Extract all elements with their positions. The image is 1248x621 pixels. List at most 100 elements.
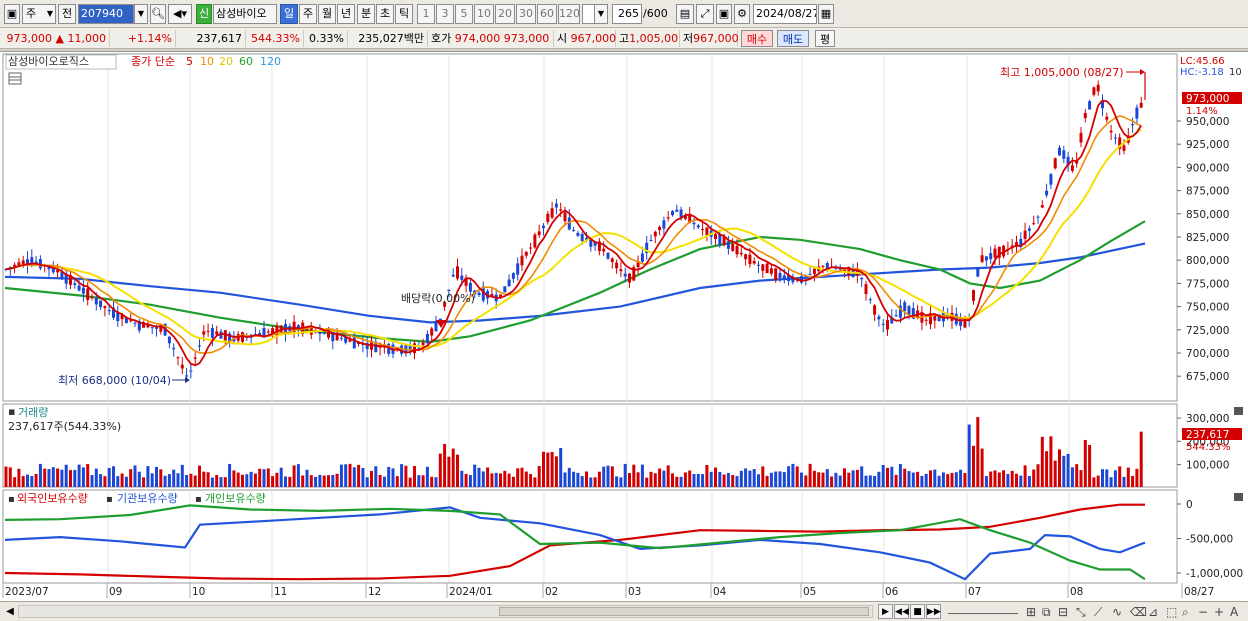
chart-type-select[interactable]: 주 ▼ [22,4,56,24]
ruler-icon[interactable]: ⊿ [1148,605,1159,619]
volume-bar [516,468,520,487]
stop-icon[interactable]: ■ [910,604,925,619]
volume-bar [499,473,502,487]
rewind-icon[interactable]: ◀◀ [894,604,909,619]
search-icon[interactable]: 🔍︎ [150,4,166,24]
stock-code-input[interactable]: 207940 [78,4,134,24]
trend-icon[interactable]: ⤡ [1076,605,1086,619]
sound-icon[interactable]: ◀▾ [168,4,192,24]
scroll-left-icon[interactable]: ◀ [6,606,14,617]
high-value: 1,005,00 [629,32,679,45]
gear-icon[interactable]: ⚙ [734,4,750,24]
volume-bar [223,477,227,487]
interval-10[interactable]: 10 [474,4,494,24]
volume-bar [395,476,399,487]
font-size-icon[interactable]: A [1230,605,1239,619]
stock-chart-svg[interactable]: 삼성바이오로직스 종가 단순 5 10 20 60 120 LC:45.66 H… [0,52,1248,602]
calendar-icon[interactable]: ▦ [818,4,834,24]
period-tab-minute[interactable]: 분 [357,4,375,24]
x-axis-label: 11 [274,586,287,598]
volume-bar [662,470,666,487]
volume-percent: 544.33% [246,30,304,47]
volume-bar [34,473,38,487]
holdings-panel-close-icon[interactable] [1234,493,1243,501]
volume-bar [980,448,984,487]
save-icon[interactable]: ▣ [716,4,732,24]
interval-dropdown-icon[interactable]: ▼ [594,4,608,24]
period-tab-month[interactable]: 월 [318,4,336,24]
interval-60[interactable]: 60 [537,4,557,24]
volume-panel-close-icon[interactable] [1234,407,1243,415]
volume-bar [400,464,404,487]
interval-20[interactable]: 20 [495,4,515,24]
split-icon[interactable]: ⊟ [1058,605,1069,619]
current-pct-tag: 1.14% [1186,106,1218,117]
sell-button[interactable]: 매도 [777,30,809,47]
measure-icon[interactable]: ⟋ [1094,605,1103,619]
candle-body [1062,150,1066,159]
volume-bar [43,468,47,487]
interval-30[interactable]: 30 [516,4,536,24]
zoom-slider[interactable] [948,605,1018,614]
erase-icon[interactable]: ⌫ [1130,605,1147,619]
up-arrow-icon: ▲ [55,32,64,45]
search-icon[interactable]: ⌕ [1182,605,1189,619]
volume-bar [941,472,945,487]
period-tab-week[interactable]: 주 [299,4,317,24]
candle-body [159,326,163,332]
interval-1[interactable]: 1 [417,4,435,24]
fit-icon[interactable]: ⬚ [1166,605,1178,619]
window-icon[interactable]: ⧉ [1042,605,1051,619]
count-max: /600 [643,7,668,20]
candle-body [172,347,176,350]
fast-forward-icon[interactable]: ▶▶ [926,604,941,619]
volume-bar [13,477,17,487]
volume-bar [1083,439,1087,487]
volume-bar [511,476,515,487]
price-tick-label: 925,000 [1186,139,1229,151]
period-tab-tick[interactable]: 틱 [395,4,413,24]
candle-body [137,320,141,331]
low-arrow-head [185,377,190,383]
table-toggle-icon[interactable] [8,72,22,85]
period-tab-day[interactable]: 일 [280,4,298,24]
zoom-in-icon[interactable]: + [1214,605,1225,619]
volume-bar [929,470,932,487]
zoom-out-icon[interactable]: − [1198,605,1209,619]
candle-body [1070,165,1074,171]
window-menu-icon[interactable]: ▣ [4,4,20,24]
period-tab-second[interactable]: 초 [376,4,394,24]
chart-settings-icon[interactable]: ▤ [676,4,694,24]
date-input[interactable]: 2024/08/27 [753,4,817,24]
candle-body [352,336,356,349]
scroll-thumb[interactable] [499,607,869,616]
volume-bar [456,454,459,487]
pattern-icon[interactable]: ∿ [1112,605,1123,619]
candle-body [69,275,72,285]
volume-bar [473,464,477,487]
interval-3[interactable]: 3 [436,4,454,24]
buy-button[interactable]: 매수 [741,30,773,47]
volume-bar [868,475,872,487]
avg-button[interactable]: 평 [815,30,835,47]
period-tab-year[interactable]: 년 [337,4,355,24]
scroll-track[interactable] [18,605,873,618]
compare-icon[interactable]: ⤢ [696,4,714,24]
crosshair-icon[interactable]: ⊞ [1026,605,1037,619]
interval-120[interactable]: 120 [558,4,580,24]
volume-bar [705,464,709,487]
candle-body [976,268,980,277]
scroll-right-icon[interactable]: ▶ [878,604,893,619]
prev-button[interactable]: 전 [58,4,76,24]
count-input[interactable]: 265 [612,4,642,24]
stock-name-field[interactable]: 삼성바이오 [213,4,277,24]
code-dropdown-icon[interactable]: ▼ [134,4,148,24]
foreign-holdings-line [4,503,1145,581]
volume-bar [21,476,25,487]
candle-body [602,248,606,252]
volume-bar [1096,475,1100,487]
volume-bar [468,475,472,487]
volume-bar [1075,464,1079,487]
interval-5[interactable]: 5 [455,4,473,24]
volume-bar [1113,470,1117,487]
